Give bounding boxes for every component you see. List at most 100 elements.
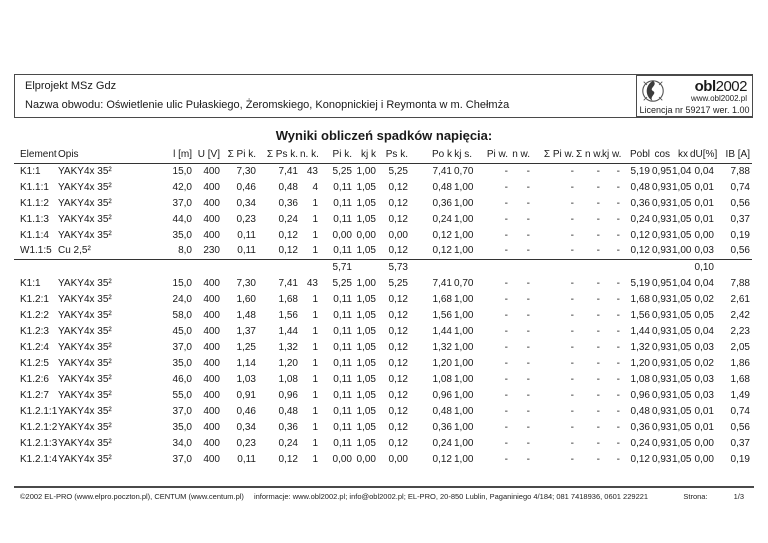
cell: 1,32 (278, 341, 298, 353)
cell: 1,00 (454, 197, 474, 209)
cell: - (596, 293, 600, 305)
cell: 0,12 (388, 437, 408, 449)
cell: YAKY4x 35² (58, 453, 112, 465)
cell: 1,00 (454, 453, 474, 465)
cell: 0,11 (237, 453, 256, 465)
cell: - (596, 357, 600, 369)
cell: 1,05 (356, 325, 376, 337)
column-header: Σ Ps k. (258, 146, 300, 164)
page-title: Wyniki obliczeń spadków napięcia: (275, 128, 493, 143)
cell: K1.2.1:2 (20, 421, 58, 433)
cell: 5,25 (388, 277, 408, 289)
cell: 4 (312, 181, 318, 193)
cell: 1,05 (356, 309, 376, 321)
cell: 1,00 (454, 309, 474, 321)
column-header: kj w. (602, 146, 622, 164)
cell: 7,41 (432, 165, 452, 177)
cell: 0,11 (333, 181, 352, 193)
cell: 0,93 (652, 405, 672, 417)
cell: 1,56 (432, 309, 452, 321)
cell: 0,12 (388, 309, 408, 321)
cell: - (616, 421, 620, 433)
cell (602, 258, 622, 275)
table-row: K1.1:3 YAKY4x 35² 44,0 400 0,23 0,24 1 0,11 1,05… (14, 211, 752, 227)
column-header: n. k. (300, 146, 320, 164)
cell: 0,11 (333, 341, 352, 353)
cell: 0,34 (236, 421, 256, 433)
cell: - (526, 293, 530, 305)
table-row: K1:1 YAKY4x 35² 15,0 400 7,30 7,41 43 5,25 1,00 5… (14, 163, 752, 179)
cell: 55,0 (172, 389, 192, 401)
cell: 0,04 (694, 325, 714, 337)
circuit-name: Nazwa obwodu: Oświetlenie ulic Pułaskieg… (25, 99, 510, 111)
cell: 0,37 (730, 437, 750, 449)
cell (258, 258, 300, 275)
cell: 0,93 (652, 421, 672, 433)
table-row: K1.2:5 YAKY4x 35² 35,0 400 1,14 1,20 1 0,11 1,05… (14, 355, 752, 371)
cell: 0,37 (730, 213, 750, 225)
cell: 1,05 (672, 213, 692, 225)
cell: 0,24 (630, 437, 650, 449)
column-header: IB [A] (716, 146, 752, 164)
cell: - (526, 453, 530, 465)
cell: 1,00 (454, 373, 474, 385)
cell: 7,88 (730, 277, 750, 289)
cell: 0,12 (388, 181, 408, 193)
cell: - (616, 437, 620, 449)
cell: - (526, 245, 530, 257)
logo-url: www.obl2002.pl (690, 94, 747, 103)
cell: - (526, 181, 530, 193)
cell: 0,93 (652, 437, 672, 449)
cell: 1,20 (278, 357, 298, 369)
cell: 0,11 (333, 373, 352, 385)
cell: 0,56 (730, 197, 750, 209)
cell (300, 258, 320, 275)
cell: - (570, 197, 574, 209)
cell: K1:1 (20, 277, 41, 289)
cell: 1,32 (432, 341, 452, 353)
cell: 400 (203, 213, 220, 225)
cell: 0,00 (332, 229, 352, 241)
logo-top: obl2002 www.obl2002.pl (640, 78, 749, 104)
cell: 0,93 (652, 309, 672, 321)
cell: 1,05 (356, 245, 376, 257)
cell: - (526, 341, 530, 353)
logo-name-rest: 2002 (715, 78, 748, 95)
cell: YAKY4x 35² (58, 165, 112, 177)
cell: 37,0 (172, 341, 192, 353)
cell: 7,41 (432, 277, 452, 289)
cell: 7,41 (278, 277, 298, 289)
cell: YAKY4x 35² (58, 373, 112, 385)
cell: 1,05 (356, 197, 376, 209)
cell: 0,12 (278, 229, 298, 241)
cell: 0,00 (356, 453, 376, 465)
cell: - (526, 405, 530, 417)
cell: - (570, 357, 574, 369)
cell: - (504, 229, 508, 241)
cell: 0,96 (432, 389, 452, 401)
cell (672, 258, 690, 275)
cell: 1 (312, 293, 318, 305)
cell: Cu 2,5² (58, 245, 91, 257)
column-header: Σ Pi k. (222, 146, 258, 164)
cell: 1,00 (454, 293, 474, 305)
cell: - (504, 341, 508, 353)
cell: - (570, 325, 574, 337)
cell (474, 258, 510, 275)
cell: 1,00 (356, 277, 376, 289)
column-header: Po k (410, 146, 454, 164)
cell: 1,60 (236, 293, 256, 305)
cell: 1,00 (356, 165, 376, 177)
cell: - (570, 453, 574, 465)
cell: 0,93 (652, 453, 672, 465)
cell: 58,0 (172, 309, 192, 321)
cell: 24,0 (172, 293, 192, 305)
column-header: kj k (354, 146, 378, 164)
cell (576, 258, 602, 275)
cell: 7,30 (236, 165, 256, 177)
cell: YAKY4x 35² (58, 437, 112, 449)
cell: 0,93 (652, 357, 672, 369)
cell: 0,04 (694, 277, 714, 289)
cell: 15,0 (172, 277, 192, 289)
cell: 1,03 (236, 373, 256, 385)
